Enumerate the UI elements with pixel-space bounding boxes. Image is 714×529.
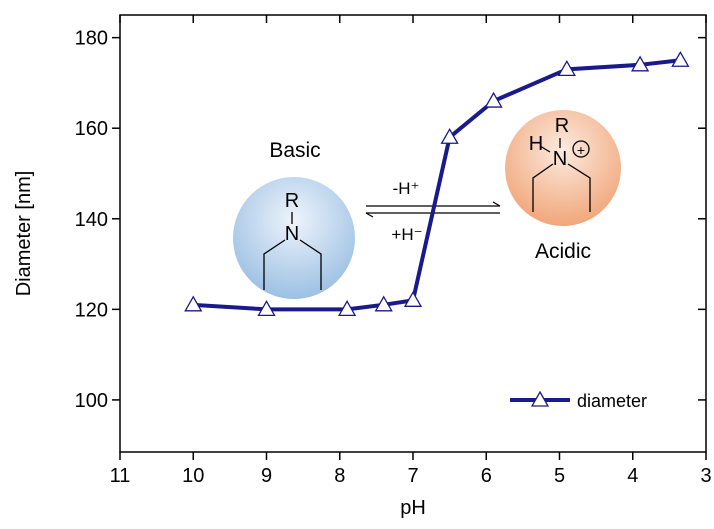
annotation: N	[285, 223, 299, 245]
y-axis-label: Diameter [nm]	[13, 171, 35, 297]
x-tick-label: 8	[334, 465, 345, 487]
annotation: +H⁻	[391, 225, 422, 244]
x-tick-label: 3	[700, 465, 711, 487]
y-tick-label: 160	[75, 118, 108, 140]
annotation: Acidic	[535, 240, 591, 263]
x-axis-label: pH	[400, 497, 426, 519]
chart: 11 10 9 8 7 6 5 4 3 100 120 140 160 180 pH Diameter [nm…	[0, 0, 714, 524]
x-tick-label: 9	[261, 465, 272, 487]
x-tick-label: 10	[182, 465, 204, 487]
x-tick-label: 6	[481, 465, 492, 487]
annotation: H	[529, 133, 543, 155]
x-tick-label: 5	[554, 465, 565, 487]
x-tick-label: 7	[407, 465, 418, 487]
annotation: +	[577, 142, 585, 158]
annotation: N	[553, 148, 567, 170]
x-tick-label: 4	[627, 465, 638, 487]
legend-label: diameter	[577, 391, 647, 411]
annotation: -H⁺	[393, 179, 420, 198]
x-tick-label: 11	[110, 465, 131, 487]
y-tick-label: 120	[75, 299, 108, 321]
annotation: Basic	[269, 139, 320, 162]
y-tick-label: 180	[75, 28, 108, 50]
y-tick-label: 100	[75, 390, 108, 412]
annotation: R	[285, 190, 299, 212]
y-tick-label: 140	[75, 209, 108, 231]
annotation: R	[555, 115, 569, 137]
